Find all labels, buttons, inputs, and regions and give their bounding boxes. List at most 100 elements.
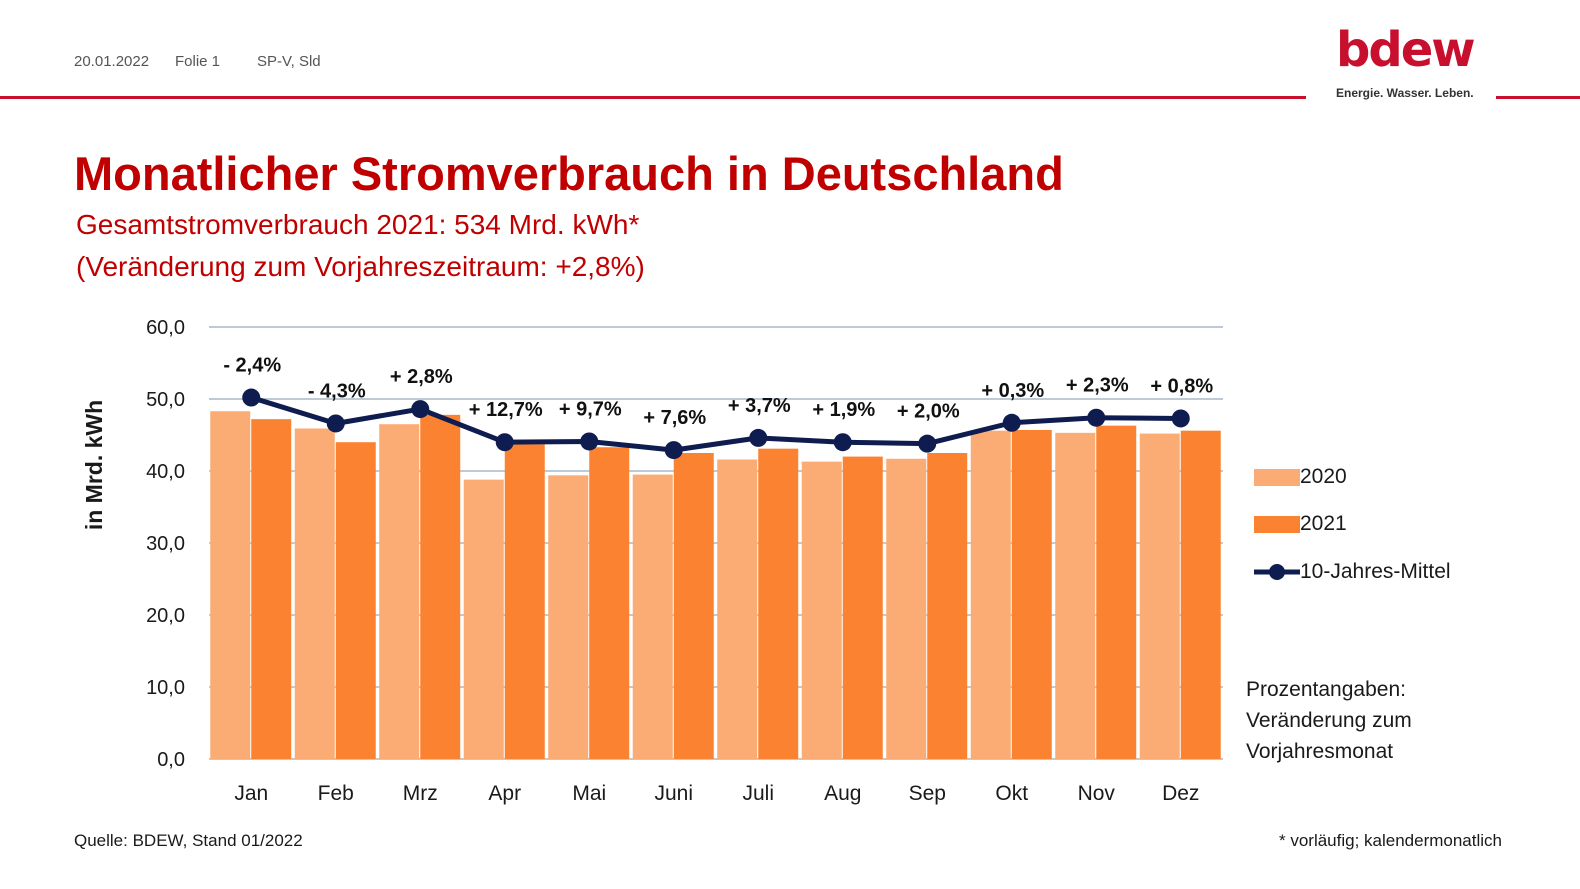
x-tick-label: Okt xyxy=(995,782,1028,805)
bar-2020 xyxy=(632,474,673,759)
data-label: - 2,4% xyxy=(223,355,281,377)
average-point xyxy=(1087,408,1106,427)
legend-label-average: 10-Jahres-Mittel xyxy=(1300,560,1451,583)
legend-swatch-2020 xyxy=(1254,468,1300,486)
average-point xyxy=(1002,413,1021,432)
bar-2021 xyxy=(251,419,292,759)
header-rule-right xyxy=(1496,96,1580,99)
data-label: + 7,6% xyxy=(643,407,706,429)
x-tick-label: Dez xyxy=(1162,782,1199,805)
average-point xyxy=(918,434,937,453)
average-point xyxy=(411,400,430,419)
x-tick-label: Juni xyxy=(654,782,693,805)
bar-2020 xyxy=(801,461,842,759)
average-point xyxy=(749,428,768,447)
x-tick-label: Aug xyxy=(824,782,861,805)
x-tick-label: Feb xyxy=(318,782,354,805)
footnote: * vorläufig; kalendermonatlich xyxy=(1278,831,1502,850)
x-tick-label: Juli xyxy=(742,782,774,805)
bar-2020 xyxy=(379,424,420,759)
subtitle-change: (Veränderung zum Vorjahreszeitraum: +2,8… xyxy=(76,251,645,282)
data-labels: - 2,4% - 4,3% + 2,8% + 12,7% + 9,7% + 7,6% + 3… xyxy=(223,355,1213,430)
average-point xyxy=(495,433,514,452)
average-point xyxy=(326,414,345,433)
logo-tagline: Energie. Wasser. Leben. xyxy=(1336,86,1474,100)
legend-swatch-2021 xyxy=(1254,515,1300,533)
bar-2021 xyxy=(1011,429,1052,759)
data-label: + 3,7% xyxy=(728,395,791,417)
average-line-group xyxy=(242,388,1190,460)
average-line xyxy=(250,395,1181,453)
bar-2021 xyxy=(589,447,630,759)
bar-2020 xyxy=(970,430,1011,759)
x-tick-label: Sep xyxy=(909,782,946,805)
y-tick-label: 50,0 xyxy=(146,389,185,411)
legend-swatch-average xyxy=(1254,564,1300,580)
legend-item-2020: 2020 xyxy=(1254,465,1347,489)
data-label: + 12,7% xyxy=(469,399,543,421)
x-tick-label: Mrz xyxy=(403,782,438,805)
header-rule-left xyxy=(0,96,1306,99)
data-label: + 0,8% xyxy=(1150,375,1213,397)
x-tick-label: Mai xyxy=(572,782,606,805)
legend-label-2021: 2021 xyxy=(1300,512,1347,535)
x-tick-label: Nov xyxy=(1078,782,1116,805)
bar-2020 xyxy=(463,479,504,759)
slide-number: Folie 1 xyxy=(175,53,221,70)
legend-item-2021: 2021 xyxy=(1254,512,1347,536)
page-title: Monatlicher Stromverbrauch in Deutschlan… xyxy=(74,147,1064,200)
average-point xyxy=(1171,409,1190,428)
data-label: + 9,7% xyxy=(559,398,622,420)
chart-grid xyxy=(209,326,1223,760)
note-line-3: Vorjahresmonat xyxy=(1246,740,1394,763)
bar-2020 xyxy=(548,475,589,759)
subtitle-total: Gesamtstromverbrauch 2021: 534 Mrd. kWh* xyxy=(76,209,640,240)
data-label: + 1,9% xyxy=(812,399,875,421)
bar-2021 xyxy=(758,448,799,759)
bar-2021 xyxy=(504,444,545,759)
bar-2020 xyxy=(294,428,335,759)
percent-note: Prozentangaben: Veränderung zum Vorjahre… xyxy=(1246,674,1412,767)
y-axis-ticks: 0,0 10,0 20,0 30,0 40,0 50,0 60,0 xyxy=(146,317,185,771)
bdew-logo: bdew xyxy=(1336,22,1476,78)
average-point xyxy=(664,441,683,460)
x-tick-label: Apr xyxy=(488,782,521,805)
chart-bars xyxy=(210,411,1221,759)
bar-2021 xyxy=(927,453,968,759)
y-tick-label: 20,0 xyxy=(146,605,185,627)
legend-item-average: 10-Jahres-Mittel xyxy=(1254,560,1451,584)
slide-date: 20.01.2022 xyxy=(74,53,150,70)
bar-2021 xyxy=(1096,425,1137,759)
source-note: Quelle: BDEW, Stand 01/2022 xyxy=(74,831,303,850)
average-point xyxy=(833,433,852,452)
y-axis-label: in Mrd. kWh xyxy=(81,400,107,530)
data-label: - 4,3% xyxy=(308,380,366,402)
y-tick-label: 0,0 xyxy=(157,749,185,771)
y-tick-label: 30,0 xyxy=(146,533,185,555)
bar-2020 xyxy=(717,459,758,759)
y-tick-label: 60,0 xyxy=(146,317,185,339)
note-line-2: Veränderung zum xyxy=(1246,709,1412,732)
bar-2021 xyxy=(673,453,714,759)
y-tick-label: 40,0 xyxy=(146,461,185,483)
bar-2021 xyxy=(842,456,883,759)
data-label: + 2,8% xyxy=(390,366,453,388)
x-axis-ticks: Jan Feb Mrz Apr Mai Juni Juli Aug Sep Okt Nov Dez xyxy=(234,782,1199,805)
bar-2021 xyxy=(420,414,461,759)
legend-label-2020: 2020 xyxy=(1300,465,1347,488)
note-line-1: Prozentangaben: xyxy=(1246,678,1406,701)
y-tick-label: 10,0 xyxy=(146,677,185,699)
average-point xyxy=(580,432,599,451)
average-point xyxy=(242,388,261,407)
x-tick-label: Jan xyxy=(234,782,268,805)
bar-2020 xyxy=(210,411,251,759)
bar-2021 xyxy=(1180,430,1221,759)
bar-2020 xyxy=(886,458,927,759)
slide-author: SP-V, Sld xyxy=(257,53,321,70)
bar-2020 xyxy=(1139,433,1180,759)
data-label: + 2,0% xyxy=(897,401,960,423)
bar-2020 xyxy=(1055,432,1096,759)
bar-2021 xyxy=(335,442,376,759)
data-label: + 0,3% xyxy=(981,380,1044,402)
